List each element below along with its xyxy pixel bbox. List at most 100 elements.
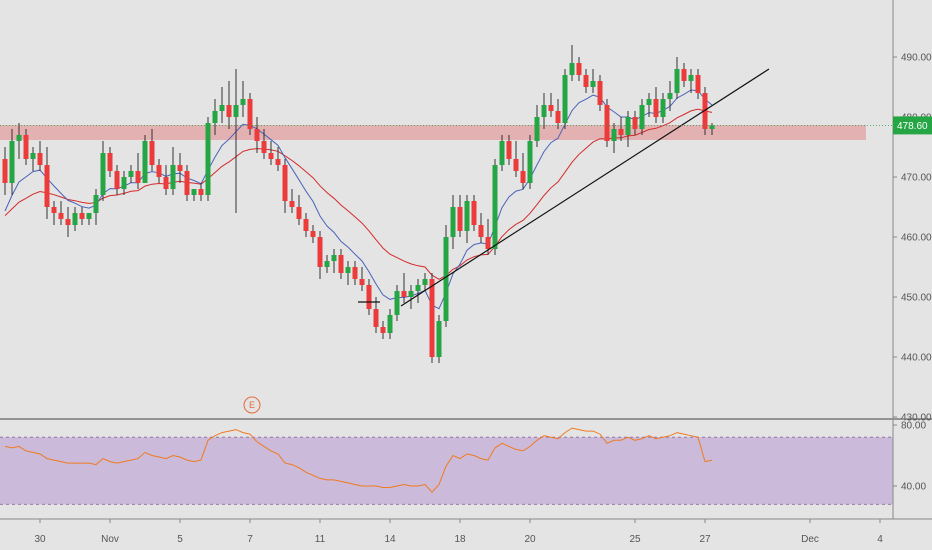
candle-body[interactable]	[415, 285, 421, 291]
candle-body[interactable]	[170, 165, 176, 189]
candle-body[interactable]	[261, 141, 267, 153]
earnings-marker[interactable]	[243, 396, 261, 414]
candle-body[interactable]	[499, 141, 505, 165]
candle-body[interactable]	[583, 75, 589, 87]
candle-body[interactable]	[212, 111, 218, 123]
candle-body[interactable]	[282, 165, 288, 201]
candle-body[interactable]	[303, 219, 309, 231]
candle-body[interactable]	[254, 129, 260, 141]
candle-body[interactable]	[275, 159, 281, 165]
candle-body[interactable]	[44, 165, 50, 207]
candle-body[interactable]	[513, 159, 519, 171]
candle-body[interactable]	[618, 129, 624, 135]
candle-body[interactable]	[345, 267, 351, 273]
candle-body[interactable]	[562, 75, 568, 123]
candle-body[interactable]	[86, 213, 92, 219]
candle-body[interactable]	[576, 63, 582, 75]
candle-body[interactable]	[317, 237, 323, 267]
candle-body[interactable]	[450, 207, 456, 237]
candle-body[interactable]	[541, 105, 547, 117]
candle-body[interactable]	[93, 195, 99, 213]
candle-body[interactable]	[485, 237, 491, 249]
candle-body[interactable]	[443, 237, 449, 321]
candle-body[interactable]	[331, 255, 337, 261]
candle-body[interactable]	[296, 207, 302, 219]
candle-body[interactable]	[555, 111, 561, 123]
candle-body[interactable]	[408, 291, 414, 297]
candle-body[interactable]	[478, 225, 484, 237]
candle-body[interactable]	[37, 153, 43, 165]
candle-body[interactable]	[9, 141, 15, 183]
candle-body[interactable]	[380, 327, 386, 333]
candle-body[interactable]	[65, 219, 71, 225]
candle-body[interactable]	[324, 261, 330, 267]
candle-body[interactable]	[653, 99, 659, 117]
candle-body[interactable]	[569, 63, 575, 75]
candle-body[interactable]	[30, 153, 36, 159]
candle-body[interactable]	[156, 165, 162, 177]
candle-body[interactable]	[632, 117, 638, 129]
candle-body[interactable]	[289, 201, 295, 207]
candle-body[interactable]	[387, 315, 393, 333]
candle-body[interactable]	[674, 69, 680, 93]
candle-body[interactable]	[688, 75, 694, 81]
rising-trendline[interactable]	[400, 68, 770, 307]
candle-body[interactable]	[114, 171, 120, 189]
candle-body[interactable]	[268, 153, 274, 159]
candle-body[interactable]	[429, 279, 435, 357]
candle-body[interactable]	[100, 153, 106, 195]
candle-body[interactable]	[191, 189, 197, 195]
candle-body[interactable]	[709, 125, 715, 129]
candle-body[interactable]	[128, 171, 134, 177]
candle-body[interactable]	[702, 93, 708, 129]
candle-body[interactable]	[373, 309, 379, 327]
candle-body[interactable]	[219, 105, 225, 111]
trendline[interactable]	[358, 68, 770, 307]
candle-body[interactable]	[520, 171, 526, 183]
candle-body[interactable]	[338, 255, 344, 273]
candle-body[interactable]	[667, 93, 673, 99]
candle-body[interactable]	[205, 123, 211, 195]
candle-body[interactable]	[611, 129, 617, 141]
candle-body[interactable]	[695, 75, 701, 93]
candle-body[interactable]	[660, 99, 666, 117]
candle-body[interactable]	[198, 189, 204, 195]
candle-body[interactable]	[471, 201, 477, 225]
candle-body[interactable]	[492, 165, 498, 249]
candle-body[interactable]	[527, 141, 533, 183]
candle-body[interactable]	[597, 81, 603, 105]
candle-body[interactable]	[681, 69, 687, 81]
candle-body[interactable]	[135, 171, 141, 183]
candle-body[interactable]	[177, 165, 183, 171]
candle-body[interactable]	[548, 105, 554, 111]
candle-body[interactable]	[457, 207, 463, 231]
candle-body[interactable]	[23, 135, 29, 159]
candle-body[interactable]	[639, 105, 645, 129]
candle-body[interactable]	[604, 105, 610, 141]
candle-body[interactable]	[359, 279, 365, 285]
candle-body[interactable]	[240, 99, 246, 105]
candle-body[interactable]	[436, 321, 442, 357]
candle-body[interactable]	[51, 207, 57, 213]
candle-body[interactable]	[646, 99, 652, 105]
candle-body[interactable]	[149, 141, 155, 165]
candle-body[interactable]	[464, 201, 470, 231]
candle-body[interactable]	[184, 171, 190, 195]
candle-body[interactable]	[625, 117, 631, 135]
candle-body[interactable]	[107, 153, 113, 171]
candle-body[interactable]	[352, 267, 358, 279]
candle-body[interactable]	[506, 141, 512, 159]
candle-body[interactable]	[590, 81, 596, 87]
candle-body[interactable]	[72, 213, 78, 225]
candle-body[interactable]	[79, 213, 85, 219]
candle-body[interactable]	[366, 285, 372, 309]
candle-body[interactable]	[163, 177, 169, 189]
candle-body[interactable]	[58, 213, 64, 219]
candle-body[interactable]	[422, 279, 428, 285]
candle-body[interactable]	[121, 177, 127, 189]
candle-body[interactable]	[226, 105, 232, 117]
candle-body[interactable]	[16, 135, 22, 141]
candle-body[interactable]	[401, 291, 407, 297]
markers[interactable]: 478.60 E	[0, 116, 932, 414]
